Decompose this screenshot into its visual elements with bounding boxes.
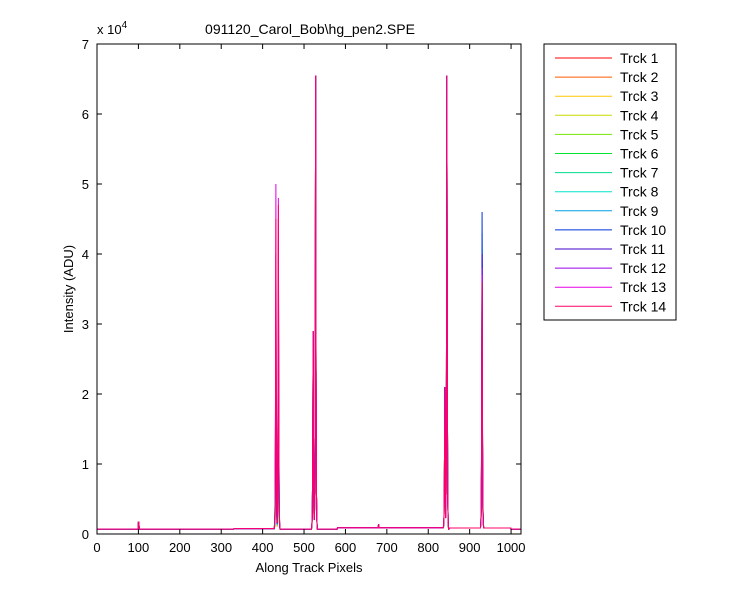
- x-tick-label: 500: [293, 540, 315, 555]
- legend-entry-label: Trck 8: [620, 184, 659, 200]
- legend-entry-label: Trck 11: [620, 241, 665, 257]
- chart-title: 091120_Carol_Bob\hg_pen2.SPE: [205, 21, 415, 37]
- y-tick-label: 1: [82, 457, 89, 472]
- legend-entry-label: Trck 6: [620, 146, 659, 162]
- y-multiplier-base: x 10: [97, 22, 122, 37]
- legend-entry-label: Trck 9: [620, 203, 659, 219]
- x-tick-label: 400: [252, 540, 274, 555]
- legend-entry-label: Trck 14: [620, 298, 666, 314]
- x-tick-label: 800: [417, 540, 439, 555]
- legend-entry-label: Trck 5: [620, 126, 659, 142]
- x-tick-label: 300: [210, 540, 232, 555]
- x-tick-label: 0: [93, 540, 100, 555]
- y-axis-multiplier: x 104: [97, 20, 128, 37]
- plot-area: [97, 44, 521, 534]
- legend-entry-label: Trck 10: [620, 222, 666, 238]
- x-tick-label: 700: [376, 540, 398, 555]
- x-tick-label: 200: [169, 540, 191, 555]
- y-tick-label: 6: [82, 107, 89, 122]
- legend-entry-label: Trck 4: [620, 107, 659, 123]
- legend-entry-label: Trck 7: [620, 165, 659, 181]
- x-tick-label: 1000: [497, 540, 526, 555]
- y-tick-label: 2: [82, 387, 89, 402]
- y-tick-label: 4: [82, 247, 89, 262]
- x-axis: 0 100 200 300 400 500 600 700 800 900 1000: [93, 44, 526, 555]
- series-line-14: [97, 75, 521, 530]
- legend-entry-label: Trck 3: [620, 88, 659, 104]
- legend-entry-label: Trck 13: [620, 279, 666, 295]
- legend-entry-label: Trck 2: [620, 69, 659, 85]
- x-tick-label: 900: [459, 540, 481, 555]
- y-tick-label: 7: [82, 37, 89, 52]
- legend-entry-label: Trck 1: [620, 50, 659, 66]
- x-tick-label: 100: [128, 540, 150, 555]
- y-tick-label: 3: [82, 317, 89, 332]
- legend: Trck 1 Trck 2 Trck 3 Trck 4 Trck 5 Trck 6 Trck…: [555, 50, 666, 314]
- x-tick-label: 600: [335, 540, 357, 555]
- plot-frame: [96, 43, 522, 535]
- y-axis: 0 1 2 3 4 5 6 7: [82, 37, 521, 542]
- y-tick-label: 0: [82, 527, 89, 542]
- legend-box[interactable]: [543, 43, 677, 321]
- series-layer: [97, 75, 521, 530]
- y-tick-label: 5: [82, 177, 89, 192]
- y-multiplier-exponent: 4: [122, 20, 128, 31]
- y-axis-label: Intensity (ADU): [61, 245, 76, 333]
- legend-entry-label: Trck 12: [620, 260, 666, 276]
- x-axis-label: Along Track Pixels: [256, 560, 363, 575]
